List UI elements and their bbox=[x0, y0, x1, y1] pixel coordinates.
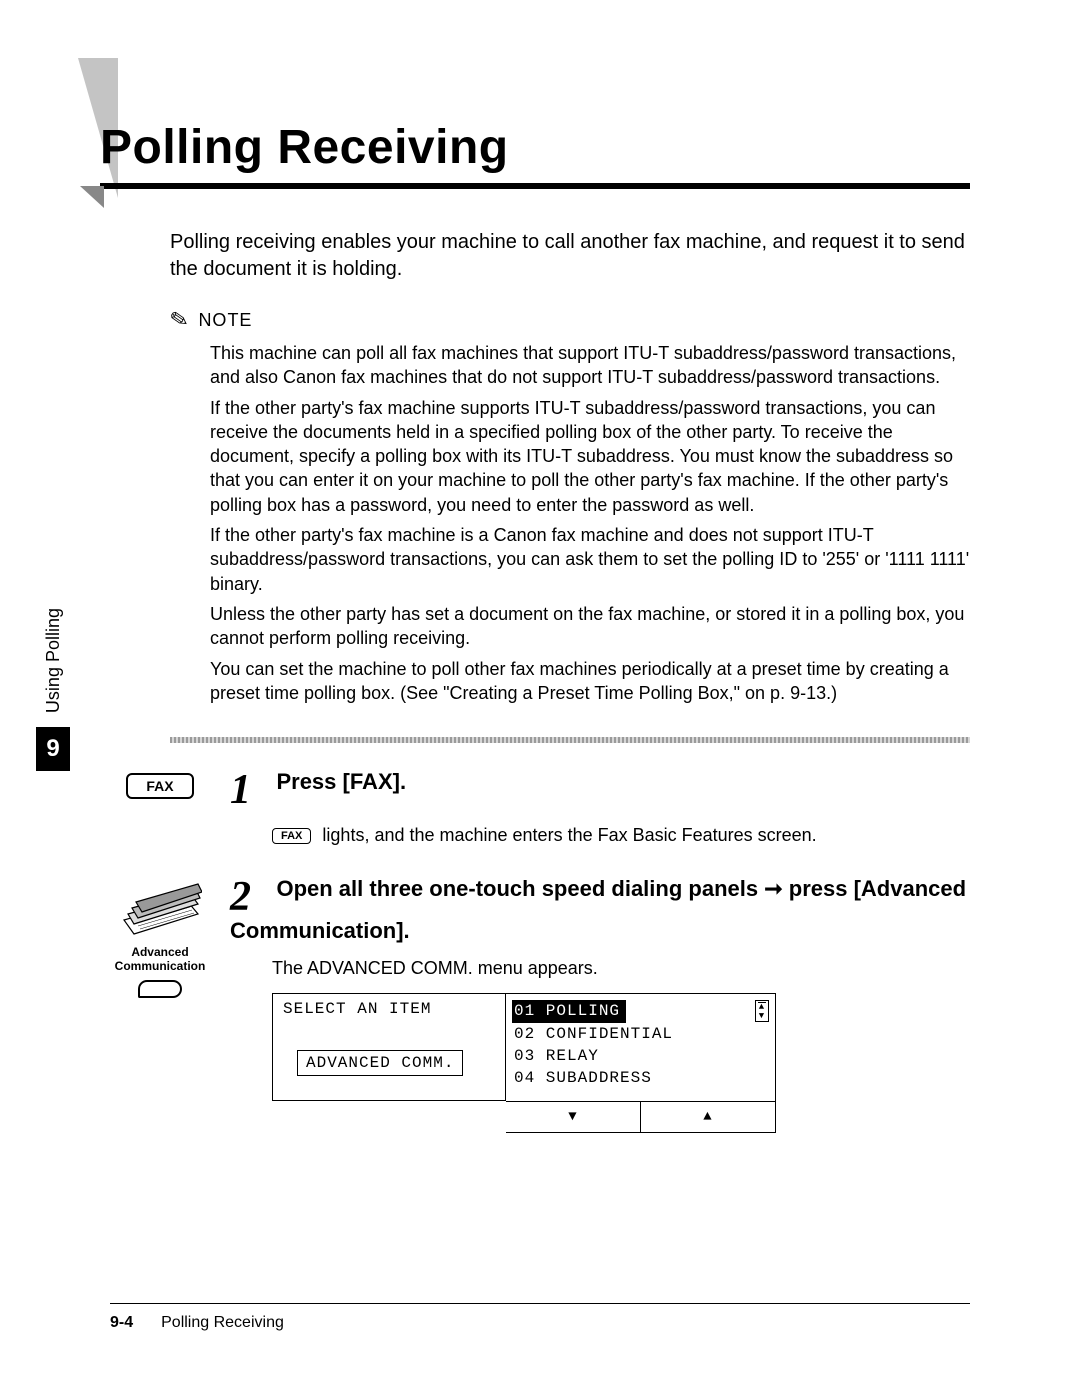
lcd-right-panel: 01 POLLING ▲▼ 02 CONFIDENTIAL 03 RELAY 0… bbox=[506, 993, 776, 1133]
up-arrow-icon: ▲ bbox=[641, 1102, 775, 1132]
speed-dial-panels-icon bbox=[118, 880, 202, 940]
note-item: If the other party's fax machine is a Ca… bbox=[210, 523, 970, 596]
footer-title: Polling Receiving bbox=[161, 1314, 284, 1332]
step-2: Advanced Communication 2 Open all three … bbox=[100, 876, 970, 1133]
step-sub-text: lights, and the machine enters the Fax B… bbox=[322, 825, 816, 845]
step-heading: Press [FAX]. bbox=[276, 769, 406, 794]
page-title: Polling Receiving bbox=[100, 120, 970, 175]
step-number: 1 bbox=[230, 769, 272, 811]
note-item: Unless the other party has set a documen… bbox=[210, 602, 970, 651]
lcd-display: SELECT AN ITEM ADVANCED COMM. 01 POLLING… bbox=[272, 993, 970, 1133]
side-tab-chapter: 9 bbox=[36, 727, 70, 771]
lcd-row: 03 RELAY bbox=[514, 1045, 767, 1067]
steps-divider bbox=[170, 737, 970, 743]
fax-inline-icon: FAX bbox=[272, 828, 311, 844]
fax-button-graphic: FAX bbox=[126, 773, 193, 799]
side-tab-label: Using Polling bbox=[39, 600, 68, 721]
note-list: This machine can poll all fax machines t… bbox=[170, 341, 970, 705]
step-1: FAX 1 Press [FAX]. FAX lights, and the m… bbox=[100, 769, 970, 846]
footer-page-number: 9-4 bbox=[110, 1314, 133, 1332]
down-arrow-icon: ▼ bbox=[506, 1102, 641, 1132]
chapter-side-tab: Using Polling 9 bbox=[36, 600, 70, 771]
lcd-row: 04 SUBADDRESS bbox=[514, 1067, 767, 1089]
page-footer: 9-4 Polling Receiving bbox=[110, 1303, 970, 1332]
note-item: If the other party's fax machine support… bbox=[210, 396, 970, 517]
intro-paragraph: Polling receiving enables your machine t… bbox=[170, 229, 970, 283]
note-item: This machine can poll all fax machines t… bbox=[210, 341, 970, 390]
lcd-row-selected: 01 POLLING bbox=[512, 1000, 626, 1022]
note-item: You can set the machine to poll other fa… bbox=[210, 657, 970, 706]
panel-label: Advanced Communication bbox=[115, 946, 206, 974]
step-heading: Open all three one-touch speed dialing p… bbox=[230, 876, 966, 943]
step-sub-text: The ADVANCED COMM. menu appears. bbox=[272, 958, 970, 979]
step-number: 2 bbox=[230, 876, 272, 918]
note-label: NOTE bbox=[198, 310, 252, 331]
lcd-row: 02 CONFIDENTIAL bbox=[514, 1023, 767, 1045]
lcd-left-panel: SELECT AN ITEM ADVANCED COMM. bbox=[272, 993, 506, 1101]
bookmark-tip-icon bbox=[80, 186, 104, 208]
up-down-scroll-icon: ▲▼ bbox=[755, 1000, 769, 1022]
lcd-title: SELECT AN ITEM bbox=[283, 1000, 431, 1018]
pencil-icon: ✎ bbox=[168, 306, 191, 335]
lcd-mode-box: ADVANCED COMM. bbox=[297, 1050, 463, 1076]
lcd-nav-row: ▼ ▲ bbox=[506, 1102, 775, 1132]
title-rule bbox=[100, 183, 970, 189]
advanced-comm-button-icon bbox=[138, 980, 182, 998]
